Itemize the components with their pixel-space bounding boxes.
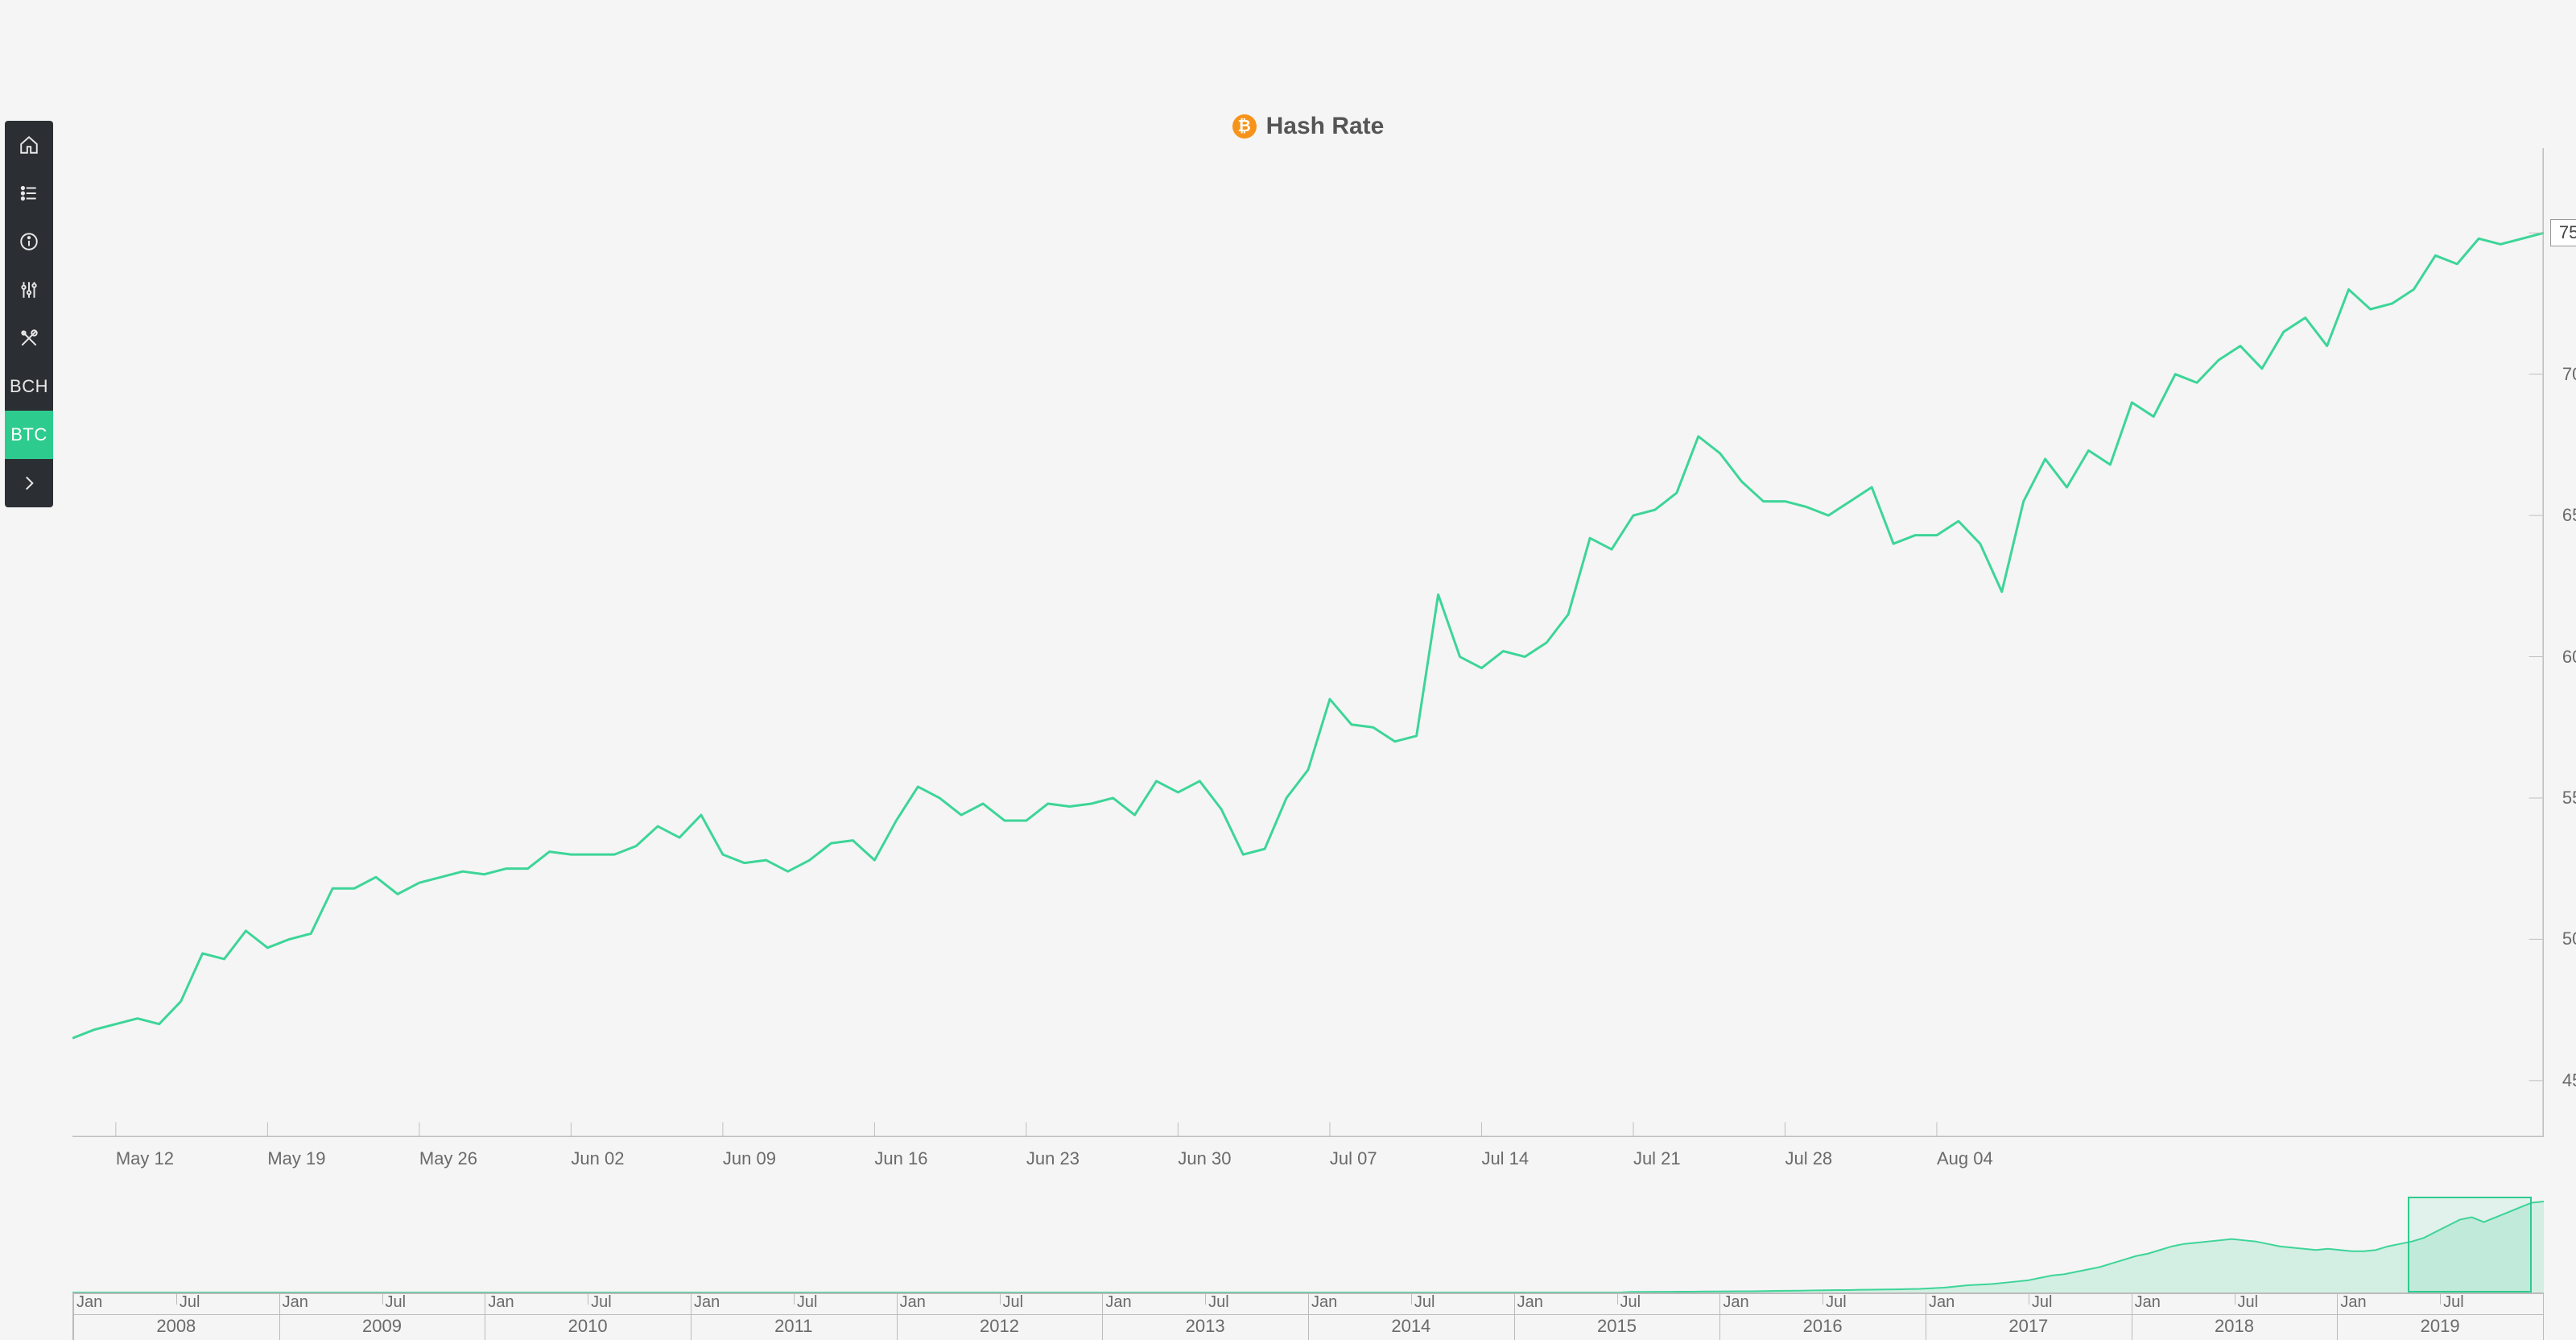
navigator-window[interactable] (2408, 1197, 2532, 1292)
nav-year-label: 2015 (1597, 1316, 1637, 1337)
x-tick-label: May 12 (116, 1148, 174, 1169)
y-tick-label: 45EH/s (2562, 1070, 2576, 1091)
nav-month-label: Jan (1311, 1293, 1337, 1312)
list-icon[interactable] (5, 169, 53, 217)
nav-year-label: 2018 (2215, 1316, 2254, 1337)
x-tick-label: May 26 (419, 1148, 477, 1169)
nav-month-label: Jan (1929, 1293, 1955, 1312)
sliders-icon[interactable] (5, 266, 53, 314)
nav-month-label: Jul (1826, 1293, 1847, 1312)
expand-icon[interactable] (5, 459, 53, 507)
x-tick-label: Jun 09 (723, 1148, 776, 1169)
x-tick-label: Jun 02 (571, 1148, 624, 1169)
tools-icon[interactable] (5, 314, 53, 362)
nav-month-label: Jul (2443, 1293, 2464, 1312)
nav-month-label: Jul (2238, 1293, 2259, 1312)
x-tick-label: Jul 14 (1481, 1148, 1529, 1169)
sidebar: BCH BTC (5, 121, 53, 507)
nav-month-label: Jan (900, 1293, 926, 1312)
y-tick-label: 60EH/s (2562, 647, 2576, 668)
nav-month-label: Jul (1414, 1293, 1435, 1312)
x-tick-label: Jun 23 (1026, 1148, 1080, 1169)
y-tick-label: 70EH/s (2562, 364, 2576, 385)
nav-month-label: Jul (180, 1293, 200, 1312)
nav-year-label: 2010 (568, 1316, 608, 1337)
nav-month-label: Jan (1723, 1293, 1748, 1312)
nav-year-label: 2008 (156, 1316, 196, 1337)
x-tick-label: Jul 07 (1330, 1148, 1377, 1169)
x-tick-label: Jun 30 (1178, 1148, 1231, 1169)
home-icon[interactable] (5, 121, 53, 169)
info-icon[interactable] (5, 217, 53, 266)
x-tick-label: Jul 28 (1785, 1148, 1832, 1169)
nav-month-label: Jan (283, 1293, 308, 1312)
nav-month-label: Jul (1208, 1293, 1229, 1312)
nav-month-label: Jul (797, 1293, 818, 1312)
nav-year-label: 2009 (362, 1316, 402, 1337)
y-tick-label: 65EH/s (2562, 505, 2576, 526)
nav-month-label: Jul (591, 1293, 612, 1312)
chart-container: ₿ Hash Rate 45EH/s50EH/s55EH/s60EH/s65EH… (72, 113, 2544, 1079)
nav-year-label: 2011 (774, 1316, 812, 1337)
navigator-plot[interactable] (72, 1197, 2544, 1293)
chart-title-text: Hash Rate (1266, 113, 1385, 140)
y-tick-label: 50EH/s (2562, 928, 2576, 949)
nav-month-label: Jan (1105, 1293, 1131, 1312)
bitcoin-icon: ₿ (1232, 114, 1257, 139)
y-tick-label: 55EH/s (2562, 788, 2576, 809)
chart-title: ₿ Hash Rate (72, 113, 2544, 140)
nav-year-label: 2019 (2421, 1316, 2460, 1337)
coin-bch[interactable]: BCH (5, 362, 53, 411)
x-tick-label: May 19 (267, 1148, 325, 1169)
nav-month-label: Jul (1620, 1293, 1641, 1312)
nav-year-label: 2016 (1803, 1316, 1843, 1337)
x-tick-label: Jul 21 (1633, 1148, 1681, 1169)
coin-btc[interactable]: BTC (5, 411, 53, 459)
navigator-axis: 2008 Jan Jul 2009 Jan Jul 2010 Jan Jul 2011 Jan Jul… (72, 1293, 2544, 1340)
nav-year-label: 2012 (980, 1316, 1019, 1337)
navigator: 2008 Jan Jul 2009 Jan Jul 2010 Jan Jul 2011 Jan Jul… (72, 1197, 2544, 1340)
nav-month-label: Jan (76, 1293, 102, 1312)
nav-year-label: 2014 (1391, 1316, 1430, 1337)
nav-month-label: Jan (694, 1293, 720, 1312)
nav-month-label: Jan (2340, 1293, 2366, 1312)
nav-month-label: Jan (488, 1293, 514, 1312)
nav-month-label: Jul (386, 1293, 407, 1312)
x-tick-label: Jun 16 (874, 1148, 927, 1169)
nav-month-label: Jul (1003, 1293, 1024, 1312)
x-tick-label: Aug 04 (1937, 1148, 1993, 1169)
nav-year-label: 2017 (2008, 1316, 2048, 1337)
main-chart[interactable]: 45EH/s50EH/s55EH/s60EH/s65EH/s70EH/s75EH… (72, 148, 2544, 1137)
y-current-marker: 75EH/s (2550, 219, 2576, 246)
nav-month-label: Jan (2135, 1293, 2161, 1312)
nav-year-label: 2013 (1186, 1316, 1225, 1337)
nav-month-label: Jan (1517, 1293, 1543, 1312)
nav-month-label: Jul (2032, 1293, 2053, 1312)
